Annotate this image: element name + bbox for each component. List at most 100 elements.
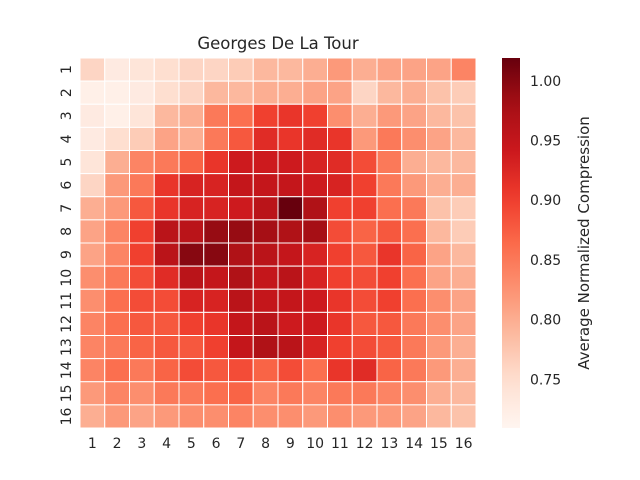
- heatmap-cell: [376, 196, 403, 221]
- heatmap-cell: [351, 381, 378, 406]
- heatmap-cell: [129, 173, 155, 198]
- heatmap-cell: [129, 311, 155, 336]
- heatmap-cell: [228, 358, 254, 383]
- heatmap-cell: [129, 57, 155, 82]
- heatmap-cell: [104, 103, 130, 128]
- heatmap-cell: [104, 150, 130, 175]
- heatmap-cell: [228, 404, 254, 429]
- heatmap-cell: [351, 196, 378, 221]
- x-tick-label: 14: [405, 436, 423, 452]
- x-tick-label: 1: [88, 436, 97, 452]
- colorbar-tick-label: 0.85: [530, 253, 561, 269]
- heatmap-cell: [228, 126, 254, 151]
- heatmap-cell: [228, 288, 254, 313]
- heatmap-cell: [327, 126, 353, 151]
- heatmap-cell: [401, 242, 427, 267]
- heatmap-cell: [327, 242, 353, 267]
- heatmap-cell: [302, 288, 328, 313]
- heatmap-cell: [401, 358, 427, 383]
- heatmap-cell: [327, 150, 353, 175]
- x-tick-label: 7: [236, 436, 245, 452]
- heatmap-cell: [79, 381, 106, 406]
- heatmap-cell: [178, 265, 205, 290]
- heatmap-cell: [203, 103, 229, 128]
- heatmap-cell: [277, 288, 304, 313]
- heatmap-cell: [401, 404, 427, 429]
- heatmap-cell: [277, 335, 304, 360]
- heatmap-cell: [302, 265, 328, 290]
- heatmap-cell: [104, 126, 130, 151]
- heatmap-cell: [178, 404, 205, 429]
- heatmap-cell: [228, 150, 254, 175]
- heatmap-cell: [401, 196, 427, 221]
- x-tick-label: 8: [261, 436, 270, 452]
- heatmap-cell: [327, 80, 353, 105]
- heatmap-cell: [79, 311, 106, 336]
- heatmap-cell: [252, 150, 279, 175]
- heatmap-cell: [327, 381, 353, 406]
- heatmap-cell: [153, 265, 180, 290]
- heatmap-cell: [302, 242, 328, 267]
- heatmap-cell: [351, 404, 378, 429]
- heatmap-cell: [178, 335, 205, 360]
- heatmap-cell: [104, 173, 130, 198]
- heatmap-cell: [302, 57, 328, 82]
- heatmap-cell: [426, 381, 452, 406]
- heatmap-cell: [302, 126, 328, 151]
- heatmap-cell: [401, 219, 427, 244]
- heatmap-cell: [252, 196, 279, 221]
- heatmap-cell: [376, 335, 403, 360]
- heatmap-cell: [401, 381, 427, 406]
- heatmap-cell: [153, 126, 180, 151]
- heatmap-cell: [426, 288, 452, 313]
- heatmap-cell: [129, 150, 155, 175]
- heatmap-cell: [277, 80, 304, 105]
- y-tick-label: 10: [59, 269, 75, 287]
- colorbar-tick-label: 0.90: [530, 193, 561, 209]
- y-tick-label: 12: [59, 315, 75, 333]
- heatmap-cell: [426, 219, 452, 244]
- heatmap-cell: [450, 80, 477, 105]
- heatmap-cell: [203, 196, 229, 221]
- heatmap-cell: [401, 335, 427, 360]
- heatmap-cell: [426, 404, 452, 429]
- heatmap-cell: [79, 404, 106, 429]
- heatmap-cell: [79, 242, 106, 267]
- colorbar-tick-label: 0.95: [530, 134, 561, 150]
- y-tick-label: 4: [59, 134, 75, 143]
- heatmap-cell: [104, 381, 130, 406]
- heatmap-cell: [302, 381, 328, 406]
- heatmap-cell: [376, 126, 403, 151]
- heatmap-cell: [302, 219, 328, 244]
- heatmap-cell: [228, 335, 254, 360]
- x-tick-label: 13: [380, 436, 398, 452]
- y-tick-label: 14: [59, 361, 75, 379]
- heatmap-cell: [401, 126, 427, 151]
- heatmap-cell: [203, 173, 229, 198]
- heatmap-cell: [450, 335, 477, 360]
- heatmap-cell: [104, 265, 130, 290]
- heatmap-cell: [302, 311, 328, 336]
- heatmap-cell: [228, 242, 254, 267]
- heatmap-cell: [450, 173, 477, 198]
- heatmap-cell: [203, 335, 229, 360]
- heatmap-cell: [178, 288, 205, 313]
- heatmap-cell: [228, 265, 254, 290]
- heatmap-cell: [401, 173, 427, 198]
- heatmap-cell: [277, 173, 304, 198]
- y-tick-label: 11: [59, 292, 75, 310]
- heatmap-cell: [153, 57, 180, 82]
- heatmap-cell: [426, 265, 452, 290]
- heatmap-cell: [129, 103, 155, 128]
- heatmap-cell: [153, 103, 180, 128]
- heatmap-cell: [228, 103, 254, 128]
- heatmap-cell: [351, 103, 378, 128]
- x-tick-label: 4: [162, 436, 171, 452]
- heatmap-cell: [252, 57, 279, 82]
- heatmap-cell: [203, 150, 229, 175]
- heatmap-cell: [376, 80, 403, 105]
- colorbar-tick-label: 1.00: [530, 74, 561, 90]
- heatmap-cell: [203, 57, 229, 82]
- heatmap-cell: [351, 126, 378, 151]
